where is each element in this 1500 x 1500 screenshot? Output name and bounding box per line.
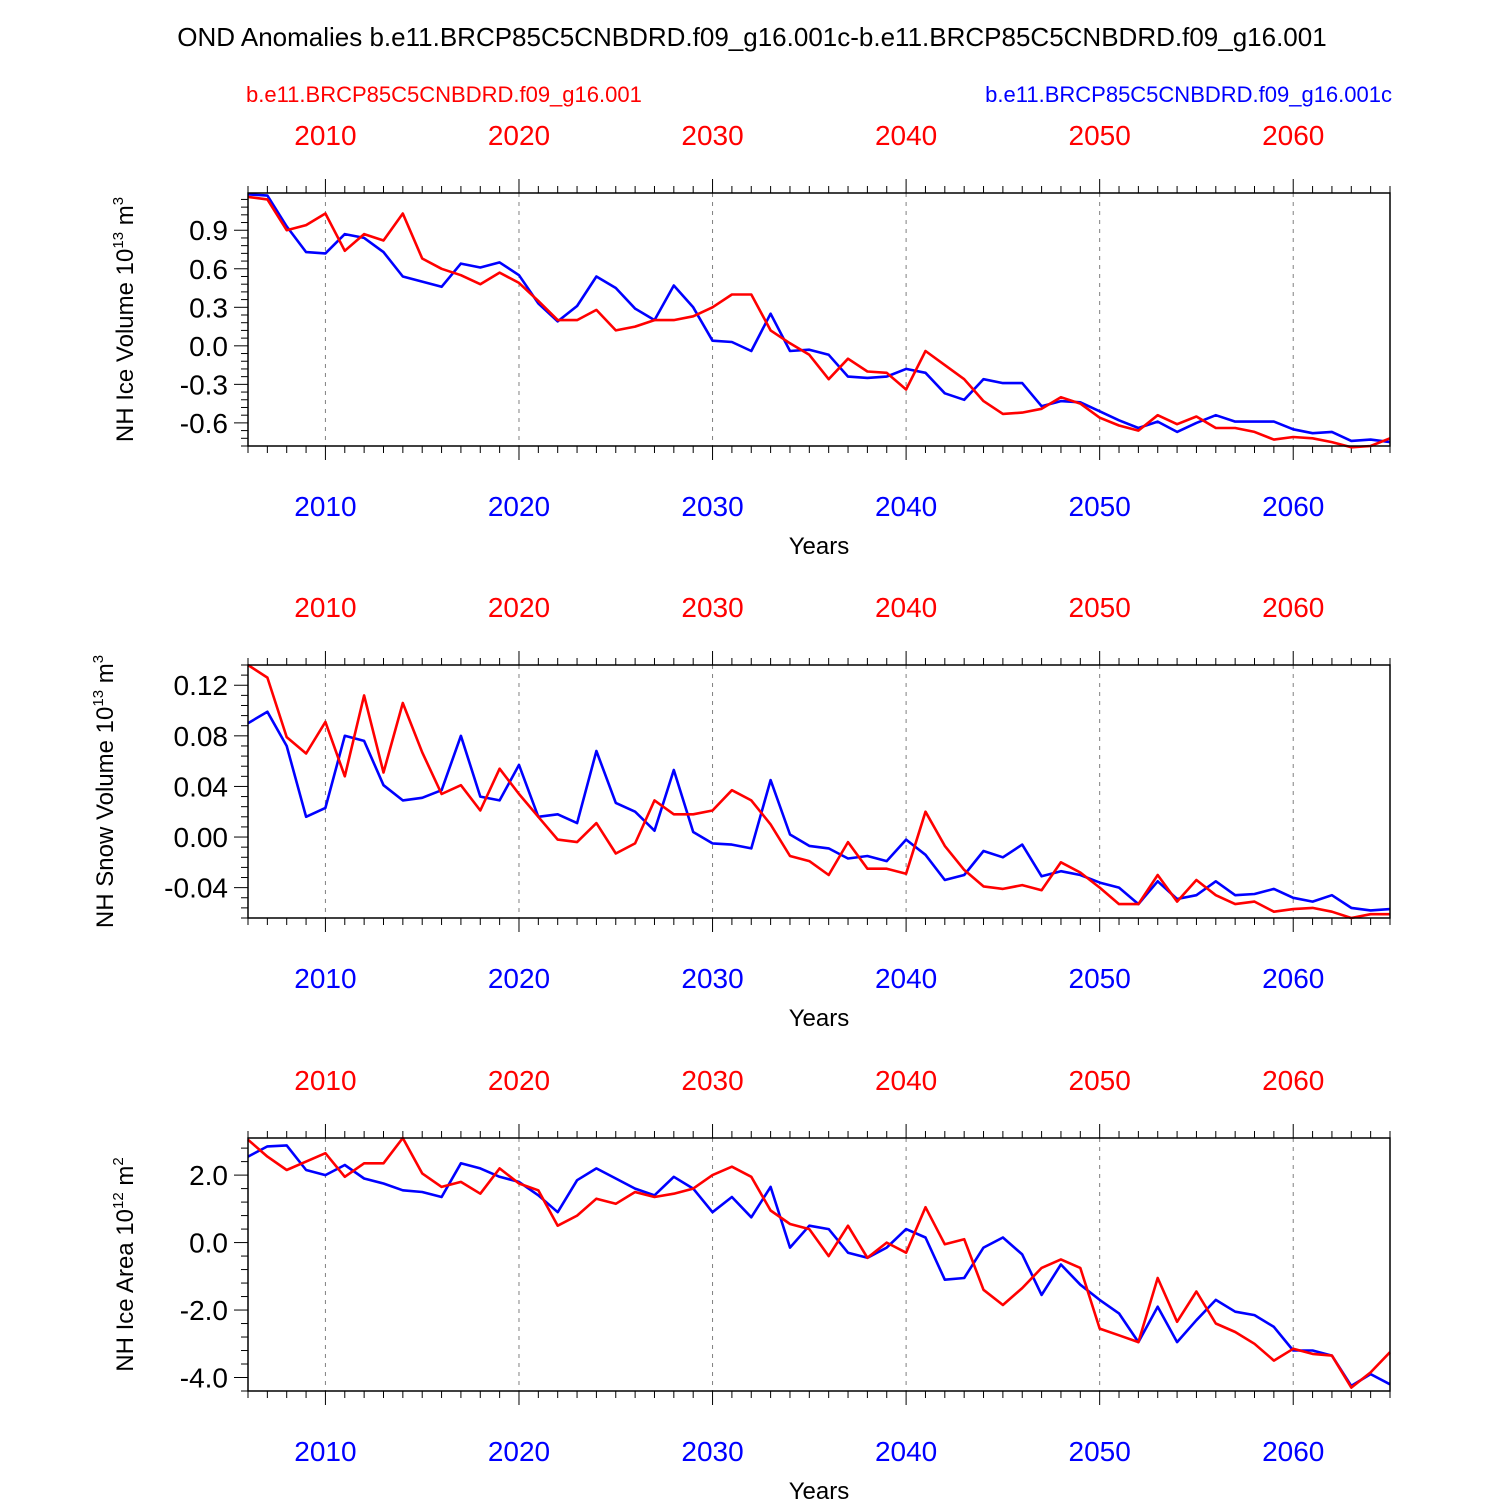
x-tick-label-top: 2050 <box>1069 120 1131 151</box>
plot-frame <box>247 664 1391 919</box>
x-tick-label-bottom: 2040 <box>875 1436 937 1467</box>
x-tick-label-bottom: 2040 <box>875 491 937 522</box>
x-tick-label-bottom: 2060 <box>1262 491 1324 522</box>
y-axis-label: NH Snow Volume 1013 m3 <box>90 655 119 928</box>
x-tick-label-top: 2010 <box>294 592 356 623</box>
x-tick-label-bottom: 2060 <box>1262 1436 1324 1467</box>
x-tick-label-top: 2050 <box>1069 592 1131 623</box>
y-tick-label: 0.9 <box>189 215 228 246</box>
x-tick-label-bottom: 2060 <box>1262 963 1324 994</box>
y-tick-label: 0.00 <box>174 822 229 853</box>
y-tick-label: -0.3 <box>180 369 228 400</box>
x-tick-label-bottom: 2030 <box>681 491 743 522</box>
x-tick-label-top: 2040 <box>875 120 937 151</box>
x-tick-label-bottom: 2030 <box>681 1436 743 1467</box>
x-tick-label-top: 2030 <box>681 120 743 151</box>
x-tick-label-top: 2060 <box>1262 1065 1324 1096</box>
y-tick-label: -4.0 <box>180 1363 228 1394</box>
series-line-red <box>247 1136 1391 1389</box>
x-tick-label-top: 2030 <box>681 1065 743 1096</box>
series-line-blue <box>247 193 1391 444</box>
x-tick-label-bottom: 2050 <box>1069 1436 1131 1467</box>
x-tick-label-top: 2010 <box>294 120 356 151</box>
y-tick-label: 0.3 <box>189 292 228 323</box>
series-line-red <box>247 195 1391 449</box>
x-tick-label-bottom: 2010 <box>294 1436 356 1467</box>
x-tick-label-top: 2020 <box>488 1065 550 1096</box>
x-tick-label-bottom: 2030 <box>681 963 743 994</box>
y-tick-label: -0.6 <box>180 408 228 439</box>
y-tick-label: 0.6 <box>189 254 228 285</box>
x-axis-label: Years <box>789 1478 850 1500</box>
y-tick-label: 0.04 <box>174 771 229 802</box>
x-tick-label-bottom: 2020 <box>488 1436 550 1467</box>
x-tick-label-bottom: 2040 <box>875 963 937 994</box>
x-tick-label-top: 2040 <box>875 1065 937 1096</box>
figure-title: OND Anomalies b.e11.BRCP85C5CNBDRD.f09_g… <box>177 22 1326 52</box>
x-tick-label-top: 2040 <box>875 592 937 623</box>
x-tick-label-bottom: 2050 <box>1069 963 1131 994</box>
y-axis-label: NH Ice Volume 1013 m3 <box>110 197 139 442</box>
x-tick-label-bottom: 2050 <box>1069 491 1131 522</box>
panel-3: 2010 2010 2020 2020 2030 2030 2040 2040 2050 2050… <box>110 1065 1391 1500</box>
panels-container: 2010 2010 2020 2020 2030 2030 2040 2040 2050 2050… <box>90 120 1391 1500</box>
series-line-red <box>247 663 1390 920</box>
x-tick-label-top: 2050 <box>1069 1065 1131 1096</box>
x-tick-label-bottom: 2020 <box>488 491 550 522</box>
x-tick-label-bottom: 2010 <box>294 491 356 522</box>
y-tick-label: 2.0 <box>189 1160 228 1191</box>
x-axis-label: Years <box>789 1005 850 1032</box>
plot-frame <box>247 1137 1391 1392</box>
x-tick-label-top: 2020 <box>488 592 550 623</box>
y-tick-label: -2.0 <box>180 1295 228 1326</box>
x-tick-label-bottom: 2020 <box>488 963 550 994</box>
y-tick-label: 0.0 <box>189 331 228 362</box>
x-tick-label-top: 2060 <box>1262 592 1324 623</box>
y-axis-label: NH Ice Area 1012 m2 <box>110 1157 139 1371</box>
y-tick-label: -0.04 <box>164 873 228 904</box>
x-tick-label-top: 2010 <box>294 1065 356 1096</box>
plot-frame <box>247 192 1391 447</box>
y-tick-label: 0.08 <box>174 721 229 752</box>
y-tick-label: 0.0 <box>189 1228 228 1259</box>
x-axis-label: Years <box>789 533 850 560</box>
x-tick-label-top: 2030 <box>681 592 743 623</box>
legend-blue-label: b.e11.BRCP85C5CNBDRD.f09_g16.001c <box>985 82 1392 107</box>
panel-2: 2010 2010 2020 2020 2030 2030 2040 2040 2050 2050… <box>90 592 1391 1032</box>
x-tick-label-top: 2020 <box>488 120 550 151</box>
y-tick-label: 0.12 <box>174 670 229 701</box>
series-line-blue <box>247 1144 1391 1388</box>
series-line-blue <box>247 710 1391 912</box>
legend-red-label: b.e11.BRCP85C5CNBDRD.f09_g16.001 <box>246 82 642 107</box>
panel-1: 2010 2010 2020 2020 2030 2030 2040 2040 2050 2050… <box>110 120 1391 560</box>
x-tick-label-bottom: 2010 <box>294 963 356 994</box>
x-tick-label-top: 2060 <box>1262 120 1324 151</box>
